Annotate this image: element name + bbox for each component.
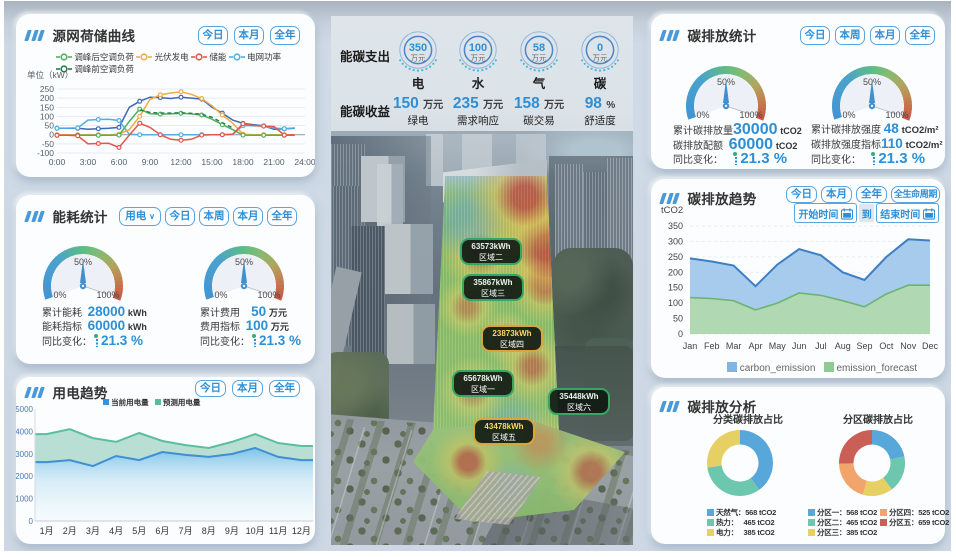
svg-text:4月: 4月 (109, 526, 123, 536)
svg-text:24:00: 24:00 (294, 157, 315, 167)
svg-text:100%: 100% (257, 290, 280, 300)
svg-text:0%: 0% (214, 290, 227, 300)
svg-text:6:00: 6:00 (111, 157, 128, 167)
svg-text:18:00: 18:00 (232, 157, 254, 167)
svg-text:15:00: 15:00 (201, 157, 223, 167)
svg-text:2000: 2000 (16, 472, 34, 481)
svg-text:万元: 万元 (593, 54, 608, 63)
svg-text:Jan: Jan (683, 341, 698, 351)
svg-text:Nov: Nov (900, 341, 917, 351)
svg-text:万元: 万元 (411, 54, 426, 63)
svg-text:万元: 万元 (471, 54, 486, 63)
svg-text:8月: 8月 (202, 526, 216, 536)
svg-text:Sep: Sep (856, 341, 872, 351)
svg-text:0: 0 (678, 329, 683, 339)
svg-text:0:00: 0:00 (49, 157, 66, 167)
svg-text:May: May (769, 341, 787, 351)
svg-text:12月: 12月 (292, 526, 311, 536)
svg-text:9月: 9月 (225, 526, 239, 536)
svg-text:Apr: Apr (748, 341, 762, 351)
svg-text:0%: 0% (696, 110, 709, 120)
svg-text:4000: 4000 (16, 427, 34, 436)
svg-text:100: 100 (469, 42, 487, 54)
svg-text:150: 150 (40, 102, 54, 112)
svg-text:100: 100 (40, 111, 54, 121)
svg-text:-100: -100 (37, 148, 54, 158)
svg-text:0%: 0% (842, 110, 855, 120)
svg-text:6月: 6月 (155, 526, 169, 536)
svg-text:150: 150 (668, 283, 683, 293)
svg-text:50%: 50% (74, 257, 92, 267)
svg-text:350: 350 (409, 42, 427, 54)
svg-text:200: 200 (668, 267, 683, 277)
svg-text:50%: 50% (717, 77, 735, 87)
svg-text:200: 200 (40, 93, 54, 103)
svg-text:Feb: Feb (704, 341, 720, 351)
svg-text:250: 250 (40, 84, 54, 94)
svg-text:10月: 10月 (246, 526, 265, 536)
svg-text:5000: 5000 (16, 405, 34, 414)
svg-text:-50: -50 (42, 139, 55, 149)
svg-text:0: 0 (597, 42, 603, 54)
svg-text:100%: 100% (739, 110, 762, 120)
svg-text:9:00: 9:00 (142, 157, 159, 167)
svg-text:50: 50 (45, 121, 55, 131)
svg-text:58: 58 (533, 42, 545, 54)
svg-text:3:00: 3:00 (80, 157, 97, 167)
svg-text:12:00: 12:00 (170, 157, 192, 167)
svg-text:7月: 7月 (179, 526, 193, 536)
svg-text:100%: 100% (96, 290, 119, 300)
svg-text:0%: 0% (53, 290, 66, 300)
svg-text:Dec: Dec (922, 341, 939, 351)
svg-text:350: 350 (668, 221, 683, 231)
svg-text:Mar: Mar (726, 341, 742, 351)
svg-text:100: 100 (668, 298, 683, 308)
svg-text:3000: 3000 (16, 450, 34, 459)
svg-text:Aug: Aug (835, 341, 851, 351)
svg-text:2月: 2月 (63, 526, 77, 536)
svg-text:1000: 1000 (16, 495, 34, 504)
svg-text:5月: 5月 (132, 526, 146, 536)
svg-text:0: 0 (49, 130, 54, 140)
svg-text:300: 300 (668, 236, 683, 246)
svg-text:21:00: 21:00 (263, 157, 285, 167)
svg-text:100%: 100% (885, 110, 908, 120)
svg-text:11月: 11月 (269, 526, 287, 536)
svg-text:50%: 50% (235, 257, 253, 267)
svg-text:Oct: Oct (879, 341, 894, 351)
svg-text:50%: 50% (863, 77, 881, 87)
svg-text:Jun: Jun (792, 341, 807, 351)
svg-text:0: 0 (29, 517, 34, 526)
svg-text:Jul: Jul (815, 341, 827, 351)
svg-text:万元: 万元 (532, 54, 547, 63)
svg-text:250: 250 (668, 252, 683, 262)
svg-text:3月: 3月 (86, 526, 100, 536)
svg-text:50: 50 (673, 314, 683, 324)
svg-text:1月: 1月 (40, 526, 54, 536)
